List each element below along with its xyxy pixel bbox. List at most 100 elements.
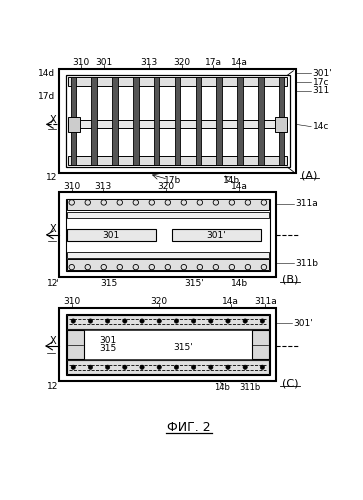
Text: (B): (B) xyxy=(282,274,298,284)
Circle shape xyxy=(123,365,127,370)
Circle shape xyxy=(106,319,110,323)
Circle shape xyxy=(71,319,76,323)
Text: 313: 313 xyxy=(140,58,158,67)
Bar xyxy=(67,330,84,359)
Bar xyxy=(67,315,269,328)
Text: 14b: 14b xyxy=(223,176,240,186)
Bar xyxy=(154,77,159,166)
Text: 313: 313 xyxy=(94,182,111,191)
Bar xyxy=(175,77,180,166)
Bar xyxy=(67,359,269,360)
Bar xyxy=(59,69,296,173)
Bar xyxy=(216,77,222,166)
Bar xyxy=(133,77,139,166)
Text: 320: 320 xyxy=(157,182,174,191)
Circle shape xyxy=(88,365,93,370)
Text: ФИГ. 2: ФИГ. 2 xyxy=(167,421,211,434)
Text: 315': 315' xyxy=(184,279,204,288)
Text: 320: 320 xyxy=(151,298,168,306)
Circle shape xyxy=(226,365,230,370)
Text: 301': 301' xyxy=(293,319,313,328)
Bar xyxy=(91,77,97,166)
Text: (A): (A) xyxy=(301,170,318,180)
Text: X: X xyxy=(49,114,56,124)
Circle shape xyxy=(140,319,144,323)
Text: (C): (C) xyxy=(282,378,298,388)
Text: 315': 315' xyxy=(173,343,193,352)
Text: 311b: 311b xyxy=(240,383,261,392)
Text: 17b: 17b xyxy=(164,176,182,186)
Text: 17c: 17c xyxy=(313,78,329,87)
Bar xyxy=(196,77,201,166)
Text: 12: 12 xyxy=(46,174,57,182)
Bar xyxy=(67,228,156,241)
Circle shape xyxy=(260,319,265,323)
Circle shape xyxy=(191,365,196,370)
Circle shape xyxy=(106,365,110,370)
Text: 315: 315 xyxy=(101,279,118,288)
Bar xyxy=(68,116,80,132)
Bar xyxy=(237,77,243,166)
Text: 310: 310 xyxy=(64,182,81,191)
Text: 14d: 14d xyxy=(38,70,55,78)
Bar xyxy=(67,260,269,270)
Bar xyxy=(67,212,269,218)
Bar xyxy=(59,192,276,277)
Circle shape xyxy=(209,365,213,370)
Text: 14b: 14b xyxy=(214,383,230,392)
Text: 311a: 311a xyxy=(254,298,277,306)
Text: 14a: 14a xyxy=(231,182,248,191)
Bar xyxy=(67,328,269,330)
Text: 301: 301 xyxy=(103,231,120,240)
Text: 17a: 17a xyxy=(204,58,221,67)
Bar xyxy=(66,76,290,167)
Circle shape xyxy=(260,365,265,370)
Text: 310: 310 xyxy=(64,298,81,306)
Bar xyxy=(59,308,276,381)
Text: 310: 310 xyxy=(72,58,89,67)
Bar xyxy=(67,200,269,210)
Bar xyxy=(70,77,76,166)
Circle shape xyxy=(174,365,179,370)
Text: 320: 320 xyxy=(174,58,191,67)
Circle shape xyxy=(243,365,247,370)
Text: 301': 301' xyxy=(313,68,333,78)
Bar xyxy=(279,77,285,166)
Circle shape xyxy=(174,319,179,323)
Circle shape xyxy=(209,319,213,323)
Text: 301: 301 xyxy=(95,58,113,67)
Bar xyxy=(67,252,269,258)
Bar xyxy=(275,116,287,132)
Bar xyxy=(252,330,269,359)
Bar xyxy=(258,77,264,166)
Text: 311b: 311b xyxy=(296,259,319,268)
Text: 14c: 14c xyxy=(313,122,329,131)
Text: X: X xyxy=(50,224,57,234)
Circle shape xyxy=(123,319,127,323)
Circle shape xyxy=(191,319,196,323)
Bar xyxy=(68,77,287,86)
Circle shape xyxy=(71,365,76,370)
Text: 315: 315 xyxy=(99,344,117,354)
Bar xyxy=(68,156,287,166)
Circle shape xyxy=(140,365,144,370)
Circle shape xyxy=(157,319,162,323)
Circle shape xyxy=(226,319,230,323)
Bar xyxy=(68,120,287,128)
Bar xyxy=(66,314,270,375)
Text: 14a: 14a xyxy=(231,58,248,67)
Text: 301: 301 xyxy=(99,336,117,344)
Bar xyxy=(172,228,261,241)
Bar xyxy=(66,198,270,271)
Text: 311a: 311a xyxy=(296,200,318,208)
Text: 14a: 14a xyxy=(222,298,239,306)
Text: 14b: 14b xyxy=(231,279,248,288)
Text: 12: 12 xyxy=(48,279,59,288)
Circle shape xyxy=(157,365,162,370)
Text: 311: 311 xyxy=(313,86,330,96)
Bar xyxy=(112,77,118,166)
Text: 301': 301' xyxy=(206,231,226,240)
Circle shape xyxy=(243,319,247,323)
Text: X: X xyxy=(49,336,56,345)
Bar xyxy=(67,360,269,374)
